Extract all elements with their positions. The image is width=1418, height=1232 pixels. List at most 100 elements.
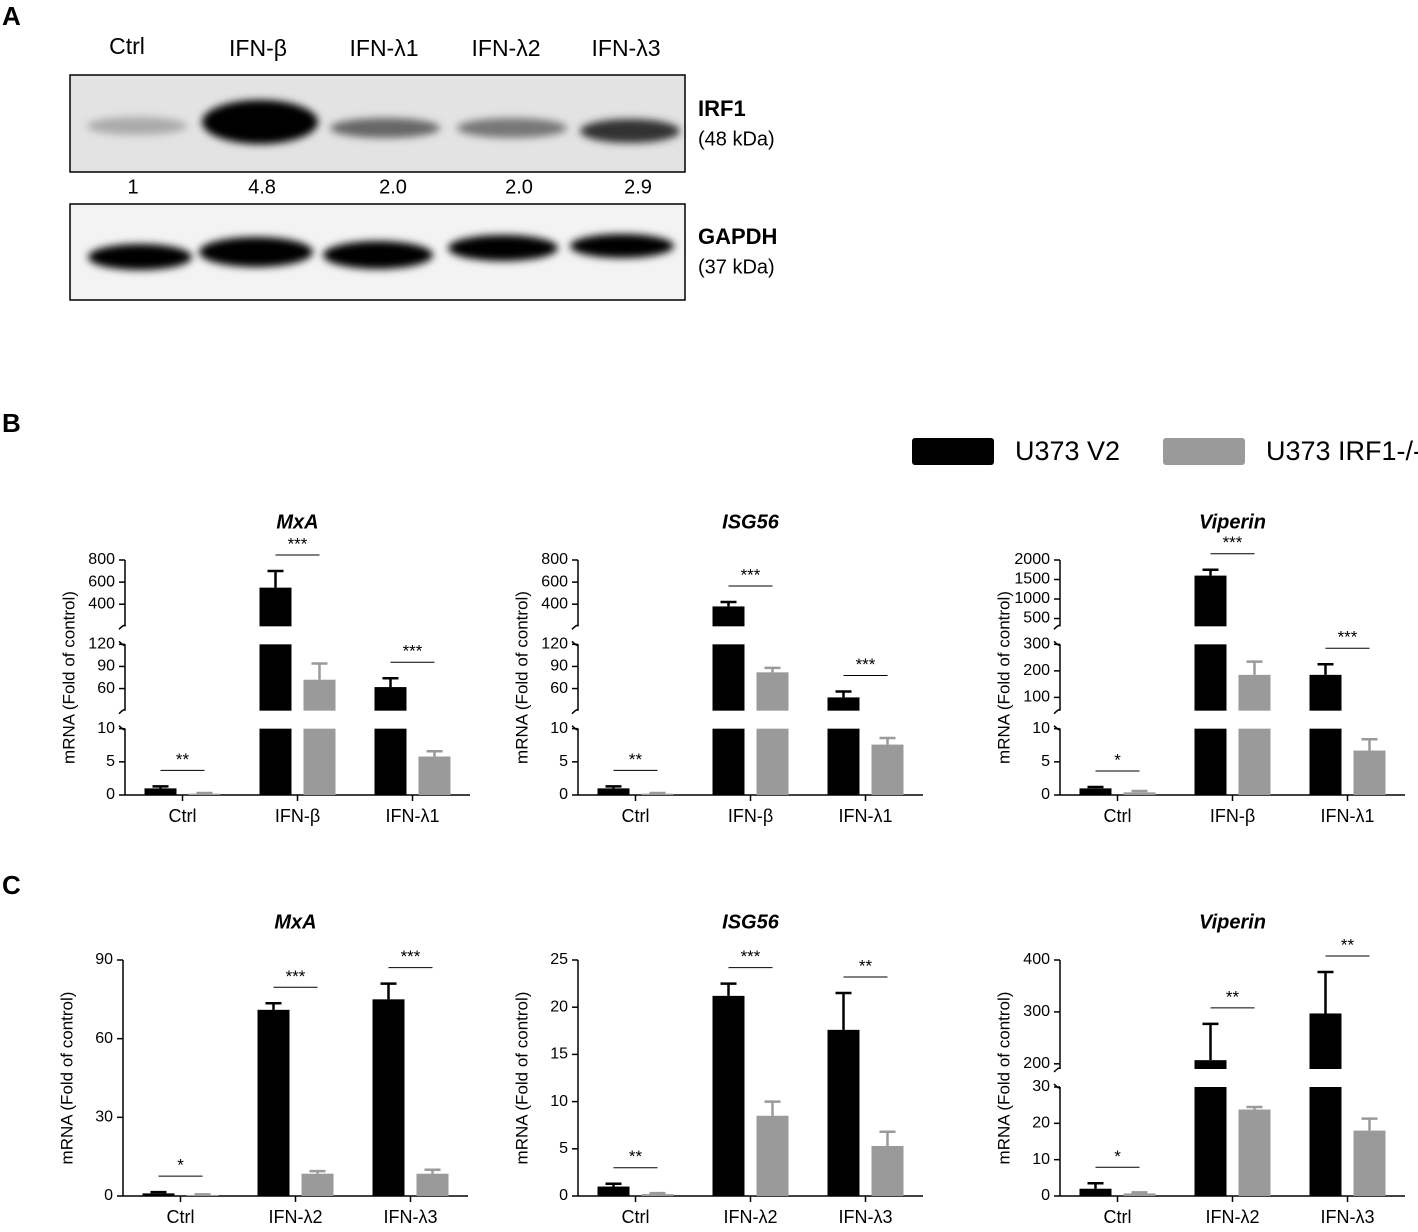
error-bar [1202, 1022, 1219, 1061]
error-bar [311, 662, 328, 680]
y-axis-label: mRNA (Fold of control) [59, 591, 78, 764]
quantification: 2.9 [624, 176, 652, 198]
error-bar [1087, 785, 1104, 789]
axis-gap [1061, 710, 1406, 729]
error-bar [196, 791, 213, 795]
axis-gap [1061, 1069, 1406, 1087]
lane-label: IFN-λ2 [472, 35, 541, 61]
protein-name: GAPDH [698, 224, 777, 249]
y-tick-label: 5 [106, 753, 115, 770]
lane-label: Ctrl [109, 33, 145, 59]
error-bar [1202, 568, 1219, 576]
error-bar [605, 785, 622, 789]
significance-label: ** [1341, 935, 1355, 954]
y-tick-label: 120 [541, 636, 568, 653]
error-bar [309, 1169, 326, 1174]
significance-label: * [177, 1156, 184, 1175]
error-bar [835, 991, 852, 1030]
x-tick-label: IFN-λ3 [1321, 1207, 1375, 1227]
error-bar [426, 749, 443, 757]
error-bar [424, 1168, 441, 1174]
y-tick-label: 400 [88, 595, 115, 612]
x-tick-label: Ctrl [622, 1207, 650, 1227]
legend-label: U373 V2 [1015, 436, 1120, 466]
chart-title: MxA [276, 511, 318, 533]
y-tick-label: 25 [550, 951, 568, 968]
x-tick-label: IFN-λ2 [724, 1207, 778, 1227]
y-axis-label: mRNA (Fold of control) [512, 992, 531, 1165]
bar [1309, 674, 1342, 795]
bar [827, 1029, 860, 1196]
bar [301, 1173, 334, 1196]
bar [1353, 750, 1386, 795]
error-bar [152, 785, 169, 789]
legend-swatch [1163, 438, 1245, 465]
significance-label: *** [1338, 628, 1358, 647]
error-bar [150, 1190, 167, 1194]
error-bar [1317, 970, 1334, 1014]
significance-label: *** [741, 565, 761, 584]
y-axis-label: mRNA (Fold of control) [57, 992, 76, 1165]
error-bar [1317, 662, 1334, 675]
legend-swatch [912, 438, 994, 465]
y-tick-label: 0 [106, 786, 115, 803]
y-tick-label: 30 [95, 1109, 113, 1126]
significance-label: * [1114, 1147, 1121, 1166]
significance-label: *** [401, 947, 421, 966]
lane-label: IFN-λ1 [350, 35, 419, 61]
y-tick-label: 600 [88, 573, 115, 590]
error-bar [265, 1002, 282, 1010]
y-tick-label: 90 [97, 658, 115, 675]
panel-label: C [2, 870, 21, 900]
y-tick-label: 5 [559, 1140, 568, 1157]
y-tick-label: 200 [1023, 1055, 1050, 1072]
y-tick-label: 10 [1032, 720, 1050, 737]
y-tick-label: 5 [559, 753, 568, 770]
error-bar [1361, 738, 1378, 751]
chart-title: ISG56 [722, 911, 780, 933]
western-blot: Ctrl IFN-β IFN-λ1 IFN-λ2 IFN-λ3 1 4.8 2.… [69, 33, 777, 301]
quantification: 2.0 [379, 176, 407, 198]
y-tick-label: 1000 [1014, 590, 1050, 607]
y-tick-label: 120 [88, 636, 115, 653]
significance-label: *** [1223, 533, 1243, 552]
bar [303, 679, 336, 795]
bar [641, 1194, 674, 1196]
y-tick-label: 200 [1023, 662, 1050, 679]
error-bar [382, 676, 399, 688]
y-tick-label: 0 [559, 786, 568, 803]
significance-label: ** [629, 750, 643, 769]
y-tick-label: 500 [1023, 610, 1050, 627]
y-axis-label: mRNA (Fold of control) [512, 591, 531, 764]
lane-label: IFN-β [229, 35, 287, 61]
significance-label: ** [629, 1147, 643, 1166]
y-tick-label: 300 [1023, 636, 1050, 653]
significance-label: ** [176, 750, 190, 769]
bar [418, 756, 451, 795]
quantification: 2.0 [505, 176, 533, 198]
bar [871, 744, 904, 795]
y-axis-label: mRNA (Fold of control) [994, 591, 1013, 764]
error-bar [720, 982, 737, 996]
y-tick-label: 5 [1041, 753, 1050, 770]
y-tick-label: 60 [95, 1030, 113, 1047]
bar [712, 995, 745, 1196]
bar [1123, 1193, 1156, 1196]
bar [257, 1009, 290, 1196]
y-tick-label: 10 [97, 720, 115, 737]
y-tick-label: 10 [550, 1093, 568, 1110]
error-bar [1246, 1105, 1263, 1110]
x-tick-label: IFN-λ3 [839, 1207, 893, 1227]
y-tick-label: 400 [541, 595, 568, 612]
error-bar [649, 1191, 666, 1195]
axis-break [571, 708, 579, 715]
x-tick-label: IFN-λ1 [839, 806, 893, 826]
y-tick-label: 2000 [1014, 551, 1050, 568]
axis-gap [1061, 626, 1406, 645]
axis-break [118, 708, 126, 715]
lane-label: IFN-λ3 [592, 35, 661, 61]
error-bar [764, 666, 781, 673]
y-tick-label: 800 [88, 551, 115, 568]
x-tick-label: IFN-λ1 [1321, 806, 1375, 826]
